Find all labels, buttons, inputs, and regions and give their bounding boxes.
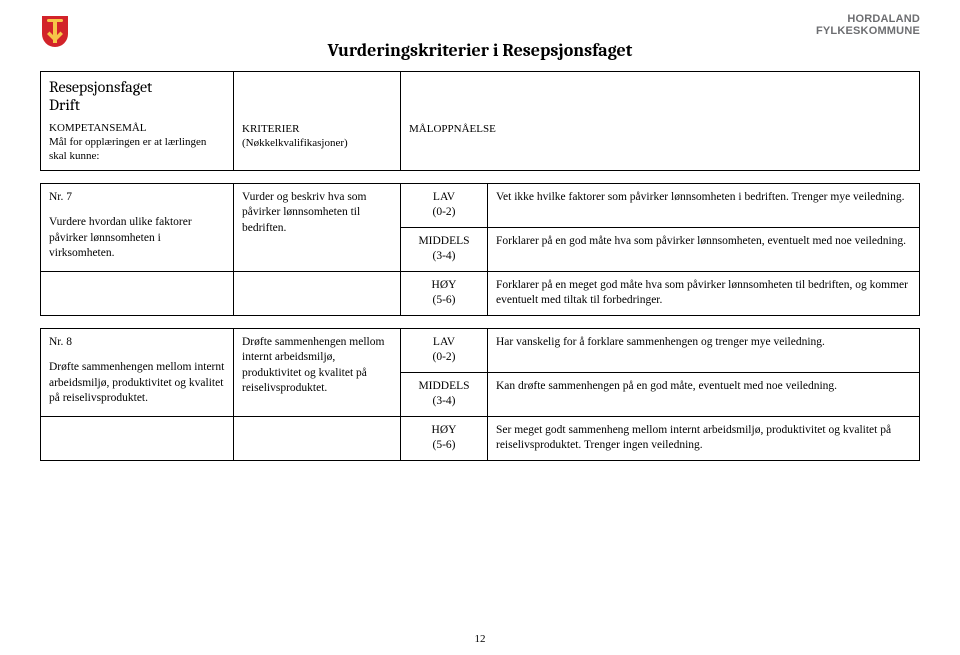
criteria-table-7: Nr. 7 Vurdere hvordan ulike faktorer påv… <box>40 183 920 316</box>
item8-nr: Nr. 8 <box>49 335 225 351</box>
level-mid: MIDDELS (3-4) <box>401 372 488 416</box>
subject-name: Resepsjonsfaget <box>49 78 225 96</box>
col1-label1: KOMPETANSEMÅL <box>49 122 147 134</box>
level-lav: LAV (0-2) <box>401 183 488 227</box>
item8-goal: Drøfte sammenhengen mellom internt arbei… <box>49 360 225 407</box>
level-lav: LAV (0-2) <box>401 328 488 372</box>
page-number: 12 <box>0 633 960 645</box>
item7-nr: Nr. 7 <box>49 190 225 206</box>
item8-hoy-text: Ser meget godt sammenheng mellom internt… <box>488 416 920 460</box>
item7-mid-text: Forklarer på en god måte hva som påvirke… <box>488 227 920 271</box>
item7-goal: Vurdere hvordan ulike faktorer påvirker … <box>49 215 225 262</box>
page-title: Vurderingskriterier i Resepsjonsfaget <box>40 40 920 61</box>
org-name-line2: FYLKESKOMMUNE <box>816 26 920 38</box>
level-hoy: HØY (5-6) <box>401 416 488 460</box>
item7-hoy-text: Forklarer på en meget god måte hva som p… <box>488 271 920 315</box>
criteria-table-8: Nr. 8 Drøfte sammenhengen mellom internt… <box>40 328 920 461</box>
level-mid: MIDDELS (3-4) <box>401 227 488 271</box>
logo-shield-icon <box>40 14 70 48</box>
item8-lav-text: Har vanskelig for å forklare sammenhenge… <box>488 328 920 372</box>
org-name-line1: HORDALAND <box>816 14 920 26</box>
item8-mid-text: Kan drøfte sammenhengen på en god måte, … <box>488 372 920 416</box>
criteria-header-box: Resepsjonsfaget Drift KOMPETANSEMÅL Mål … <box>40 71 920 171</box>
item7-desc: Vurder og beskriv hva som påvirker lønns… <box>234 183 401 271</box>
col1-label2: Mål for opplæringen er at lærlingen skal… <box>49 136 206 162</box>
item7-lav-text: Vet ikke hvilke faktorer som påvirker lø… <box>488 183 920 227</box>
item8-desc: Drøfte sammenhengen mellom internt arbei… <box>234 328 401 416</box>
col3-label: MÅLOPPNÅELSE <box>409 122 911 136</box>
level-hoy: HØY (5-6) <box>401 271 488 315</box>
col2-label2: (Nøkkelkvalifikasjoner) <box>242 137 348 149</box>
col2-label1: KRITERIER <box>242 123 299 135</box>
area-name: Drift <box>49 96 225 114</box>
org-name: HORDALAND FYLKESKOMMUNE <box>816 14 920 37</box>
